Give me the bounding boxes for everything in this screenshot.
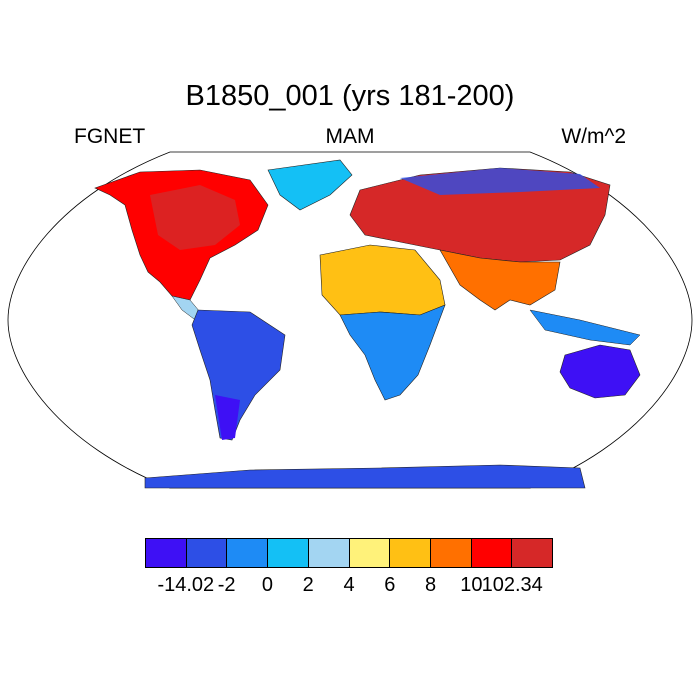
colorbar-swatch-6 bbox=[390, 539, 431, 567]
colorbar-tick-label: 0 bbox=[261, 574, 273, 596]
colorbar-tick-label: 6 bbox=[384, 574, 396, 596]
north-america-core bbox=[150, 185, 240, 250]
antarctica-region bbox=[144, 464, 586, 489]
colorbar-swatch-4 bbox=[308, 539, 350, 567]
colorbar-tick-label: 10 bbox=[460, 574, 483, 596]
southeast-asia-islands bbox=[529, 309, 641, 346]
northern-asia-band bbox=[400, 168, 600, 195]
colorbar-swatch-7 bbox=[430, 539, 472, 567]
colorbar-swatch-9 bbox=[512, 539, 553, 567]
colorbar-swatch-8 bbox=[471, 539, 513, 567]
colorbar-swatch-3 bbox=[268, 539, 309, 567]
africa-south-region bbox=[339, 304, 446, 401]
south-america-tip bbox=[215, 395, 240, 440]
colorbar-tick-label: 4 bbox=[343, 574, 355, 596]
colorbar-tick-label: 102.34 bbox=[481, 574, 543, 596]
colorbar-swatch-0 bbox=[146, 539, 187, 567]
colorbar-swatch-2 bbox=[227, 539, 269, 567]
colorbar-tick-label: 8 bbox=[425, 574, 437, 596]
colorbar-swatch-5 bbox=[349, 539, 391, 567]
season-label: MAM bbox=[325, 125, 375, 148]
variable-label: FGNET bbox=[74, 125, 146, 148]
south-america-region bbox=[191, 309, 286, 441]
europe-asia-region bbox=[349, 167, 611, 263]
south-asia-region bbox=[439, 249, 561, 311]
colorbar bbox=[145, 538, 553, 568]
greenland-region bbox=[267, 159, 353, 211]
units-label: W/m^2 bbox=[561, 125, 626, 148]
australia-region bbox=[559, 344, 641, 399]
colorbar-tick-label: 2 bbox=[302, 574, 314, 596]
colorbar-tick-label: -14.02 bbox=[157, 574, 215, 596]
colorbar-swatch-1 bbox=[186, 539, 228, 567]
colorbar-tick-label: -2 bbox=[217, 574, 236, 596]
map-title: B1850_001 (yrs 181-200) bbox=[185, 80, 515, 112]
